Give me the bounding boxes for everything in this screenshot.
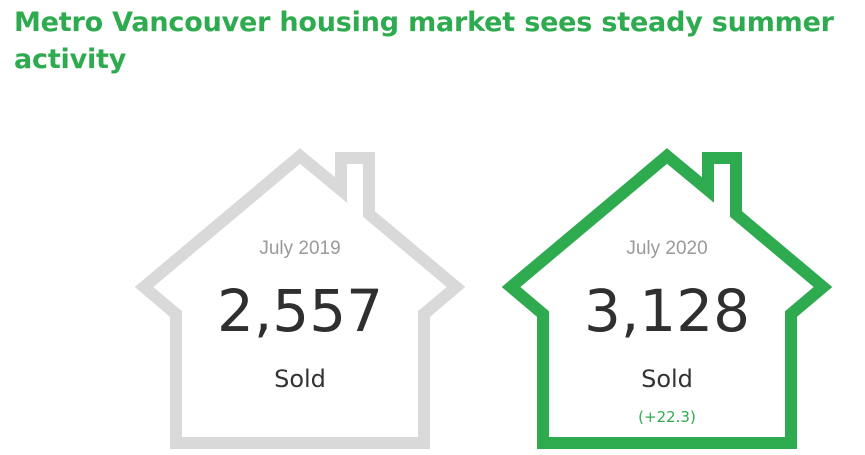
sold-count: 3,128	[583, 277, 751, 345]
house-outline-shape	[501, 148, 833, 449]
headline: Metro Vancouver housing market sees stea…	[14, 7, 834, 75]
sold-label: Sold	[641, 365, 693, 393]
sold-count: 2,557	[216, 277, 384, 345]
house-card-2019: July 2019 2,557 Sold	[130, 148, 470, 450]
percent-change: (+22.3)	[638, 408, 696, 426]
house-outline-icon	[134, 148, 466, 449]
sold-label: Sold	[274, 365, 326, 393]
house-outline-icon	[501, 148, 833, 449]
house-card-2020: July 2020 3,128 Sold (+22.3)	[497, 148, 837, 450]
period-label: July 2020	[626, 238, 708, 259]
house-outline-shape	[134, 148, 466, 449]
period-label: July 2019	[259, 238, 341, 259]
